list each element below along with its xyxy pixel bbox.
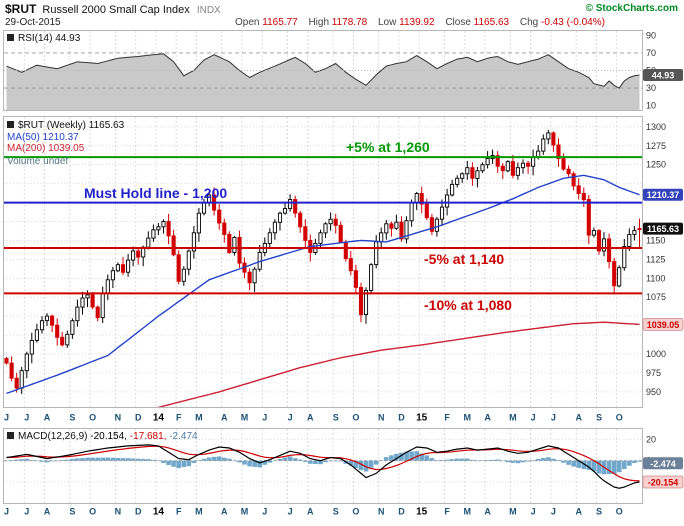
- month-label: J: [24, 507, 29, 517]
- price-panel: [3, 116, 643, 408]
- month-label: M: [241, 507, 249, 517]
- axis-badge-label: -2.474: [650, 459, 676, 469]
- month-label: J: [288, 413, 293, 423]
- axis-tick: 1100: [646, 273, 665, 283]
- axis-tick: 20: [646, 435, 656, 445]
- month-label: M: [509, 413, 517, 423]
- month-label: D: [135, 507, 142, 517]
- month-label: O: [89, 507, 96, 517]
- axis-badge: [643, 69, 683, 81]
- axis-tick: 1250: [646, 160, 666, 170]
- year-label: 14: [153, 507, 165, 518]
- ma50-line: [6, 174, 640, 395]
- year-label: 15: [416, 413, 428, 424]
- axis-badge: [643, 188, 683, 201]
- axis-badge: [642, 317, 684, 331]
- month-label: A: [575, 507, 582, 517]
- axis-tick: 1275: [646, 141, 666, 151]
- month-label: A: [575, 413, 582, 423]
- month-label: M: [464, 413, 472, 423]
- axis-badge: [643, 457, 683, 470]
- month-label: M: [195, 413, 203, 423]
- month-label: F: [444, 507, 450, 517]
- month-label: O: [352, 413, 359, 423]
- year-label: 14: [153, 413, 165, 424]
- axis-tick: 70: [646, 48, 656, 58]
- month-label: M: [509, 507, 517, 517]
- axis-badge-label: -20.154: [648, 478, 679, 488]
- axis-badge-label: 1165.63: [647, 224, 679, 234]
- month-label: F: [176, 413, 182, 423]
- month-label: J: [288, 507, 293, 517]
- month-label: J: [24, 413, 29, 423]
- axis-badge: [642, 475, 684, 489]
- month-label: J: [551, 413, 556, 423]
- axis-tick: 1125: [646, 254, 665, 264]
- ma200-line: [157, 321, 640, 407]
- month-label: O: [352, 507, 359, 517]
- macd-panel: [3, 428, 643, 504]
- month-label: M: [464, 507, 472, 517]
- month-label: J: [262, 507, 267, 517]
- month-label: M: [195, 507, 203, 517]
- axis-tick: 950: [646, 387, 661, 397]
- month-label: J: [4, 413, 9, 423]
- month-label: J: [262, 413, 267, 423]
- month-label: N: [115, 507, 122, 517]
- month-label: A: [44, 507, 51, 517]
- month-label: A: [307, 507, 314, 517]
- month-label: A: [484, 507, 491, 517]
- month-label: A: [221, 413, 228, 423]
- month-label: S: [596, 507, 602, 517]
- axis-badge: [643, 222, 683, 235]
- month-label: O: [89, 413, 96, 423]
- month-label: N: [378, 507, 385, 517]
- axis-tick: 1075: [646, 292, 666, 302]
- axis-tick: 90: [646, 30, 656, 40]
- axis-tick: 30: [646, 83, 656, 93]
- month-label: A: [307, 413, 314, 423]
- month-label: J: [531, 507, 536, 517]
- month-label: S: [69, 507, 75, 517]
- axis-tick: 1300: [646, 122, 666, 132]
- month-label: A: [484, 413, 491, 423]
- month-label: M: [241, 413, 249, 423]
- rsi-series: [6, 53, 640, 110]
- month-label: O: [616, 507, 623, 517]
- axis-tick: 1000: [646, 349, 666, 359]
- month-label: F: [176, 507, 182, 517]
- month-label: J: [551, 507, 556, 517]
- axis-tick: 1150: [646, 235, 665, 245]
- month-label: S: [333, 507, 339, 517]
- month-label: J: [4, 507, 9, 517]
- axis-tick: 10: [646, 101, 656, 111]
- month-label: S: [69, 413, 75, 423]
- month-label: J: [531, 413, 536, 423]
- macd-series: [4, 444, 642, 489]
- year-label: 15: [416, 507, 428, 518]
- month-label: D: [398, 413, 405, 423]
- axis-badge-label: 1210.37: [647, 190, 680, 200]
- month-label: A: [221, 507, 228, 517]
- month-label: S: [333, 413, 339, 423]
- month-label: N: [115, 413, 122, 423]
- month-label: D: [135, 413, 142, 423]
- month-label: D: [398, 507, 405, 517]
- month-label: F: [444, 413, 450, 423]
- axis-badge-label: 1039.05: [647, 320, 680, 330]
- price-candles: [4, 129, 642, 395]
- month-label: S: [596, 413, 602, 423]
- axis-tick: 975: [646, 368, 661, 378]
- axis-badge-label: 44.93: [652, 71, 675, 81]
- month-label: O: [616, 413, 623, 423]
- month-label: N: [378, 413, 385, 423]
- month-label: A: [44, 413, 51, 423]
